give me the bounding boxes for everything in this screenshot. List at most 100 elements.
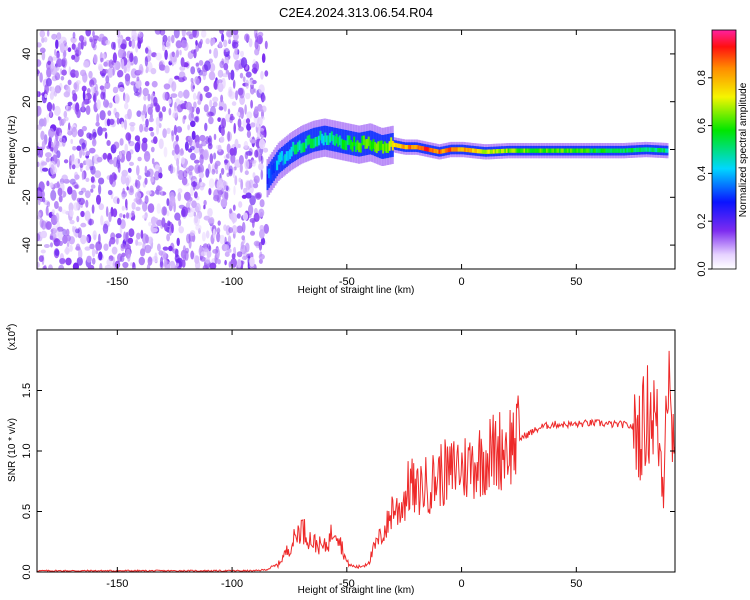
y-tick-label: 0.5 bbox=[21, 504, 33, 519]
noise-cell bbox=[234, 175, 238, 186]
ridge-core-cell bbox=[525, 148, 528, 153]
noise-cell bbox=[125, 36, 131, 41]
ridge-core-cell bbox=[586, 148, 589, 153]
noise-cell bbox=[96, 156, 103, 163]
noise-cell bbox=[53, 90, 58, 97]
noise-cell bbox=[37, 124, 42, 130]
noise-cell bbox=[128, 40, 132, 47]
ridge-core-cell bbox=[666, 148, 669, 153]
noise-cell bbox=[92, 131, 97, 138]
ridge-core-cell bbox=[539, 148, 542, 153]
noise-cell bbox=[223, 49, 226, 57]
noise-cell bbox=[155, 116, 160, 127]
noise-cell bbox=[223, 62, 229, 71]
y-tick-label: 40 bbox=[21, 48, 33, 60]
ridge-core-cell bbox=[403, 144, 405, 149]
noise-cell bbox=[203, 199, 207, 206]
noise-cell bbox=[176, 164, 180, 175]
noise-cell bbox=[144, 56, 148, 67]
noise-cell bbox=[222, 47, 230, 52]
ridge-core-cell bbox=[324, 132, 327, 143]
noise-cell bbox=[49, 182, 54, 188]
noise-cell bbox=[80, 210, 85, 218]
noise-cell bbox=[195, 62, 199, 67]
ridge-core-cell bbox=[655, 147, 658, 153]
noise-cell bbox=[108, 118, 115, 125]
ridge-core-cell bbox=[634, 147, 637, 153]
ridge-core-cell bbox=[562, 148, 565, 153]
noise-cell bbox=[77, 158, 81, 164]
noise-cell bbox=[227, 248, 232, 253]
noise-cell bbox=[197, 99, 202, 105]
noise-cell bbox=[249, 256, 255, 267]
noise-cell bbox=[65, 228, 70, 237]
noise-cell bbox=[219, 60, 225, 69]
ridge-core-cell bbox=[640, 147, 643, 152]
ridge-core-cell bbox=[332, 135, 335, 145]
ridge-core-cell bbox=[501, 148, 503, 154]
noise-cell bbox=[107, 67, 114, 78]
noise-cell bbox=[89, 243, 95, 250]
noise-cell bbox=[67, 101, 73, 106]
noise-cell bbox=[101, 72, 106, 78]
ridge-core-cell bbox=[290, 146, 293, 157]
noise-cell bbox=[260, 237, 266, 246]
spectrogram-x-label: Height of straight line (km) bbox=[298, 285, 415, 296]
noise-cell bbox=[136, 110, 142, 117]
noise-cell bbox=[214, 163, 218, 170]
ridge-core-cell bbox=[337, 137, 340, 147]
ridge-core-cell bbox=[300, 143, 303, 154]
ridge-core-cell bbox=[557, 148, 560, 153]
noise-cell bbox=[237, 258, 242, 268]
noise-cell bbox=[48, 264, 53, 269]
noise-cell bbox=[45, 205, 49, 216]
noise-cell bbox=[85, 158, 91, 166]
ridge-core-cell bbox=[515, 148, 518, 153]
ridge-core-cell bbox=[407, 145, 410, 150]
colorbar-label: Normalized spectral amplitude bbox=[738, 82, 749, 217]
noise-cell bbox=[39, 72, 43, 83]
noise-cell bbox=[205, 168, 210, 178]
noise-cell bbox=[91, 84, 95, 94]
noise-cell bbox=[202, 149, 209, 161]
noise-cell bbox=[40, 190, 45, 199]
noise-cell bbox=[171, 223, 174, 234]
noise-cell bbox=[195, 78, 200, 86]
noise-cell bbox=[56, 32, 62, 40]
noise-cell bbox=[252, 178, 258, 184]
noise-cell bbox=[254, 106, 259, 115]
noise-cell bbox=[51, 209, 55, 216]
noise-cell bbox=[258, 152, 262, 163]
noise-cell bbox=[72, 146, 77, 151]
noise-cell bbox=[233, 185, 236, 196]
noise-cell bbox=[118, 38, 121, 49]
ridge-core-cell bbox=[592, 148, 595, 153]
ridge-core-cell bbox=[459, 147, 462, 152]
noise-cell bbox=[127, 167, 132, 173]
noise-cell bbox=[74, 158, 81, 169]
noise-cell bbox=[45, 77, 52, 87]
noise-cell bbox=[148, 117, 154, 123]
x-tick-label: 0 bbox=[459, 276, 465, 288]
noise-cell bbox=[171, 34, 175, 44]
ridge-core-cell bbox=[316, 136, 319, 147]
noise-cell bbox=[199, 154, 204, 165]
noise-cell bbox=[123, 65, 127, 74]
spectrogram-x-ticks: -150 -100 -50 0 50 bbox=[106, 30, 582, 288]
noise-cell bbox=[72, 262, 79, 269]
noise-cell bbox=[70, 36, 77, 44]
ridge-core-cell bbox=[637, 147, 640, 152]
ridge-core-cell bbox=[623, 148, 626, 153]
noise-cell bbox=[38, 181, 45, 192]
noise-cell bbox=[76, 257, 83, 266]
ridge-core-cell bbox=[528, 148, 531, 153]
noise-cell bbox=[127, 237, 134, 244]
noise-cell bbox=[234, 47, 239, 55]
ridge-core-cell bbox=[510, 148, 513, 153]
ridge-core-cell bbox=[594, 148, 597, 153]
noise-cell bbox=[200, 251, 206, 257]
noise-cell bbox=[194, 116, 199, 122]
ridge-core-cell bbox=[531, 148, 534, 153]
noise-cell bbox=[137, 138, 141, 149]
noise-cell bbox=[174, 212, 181, 221]
